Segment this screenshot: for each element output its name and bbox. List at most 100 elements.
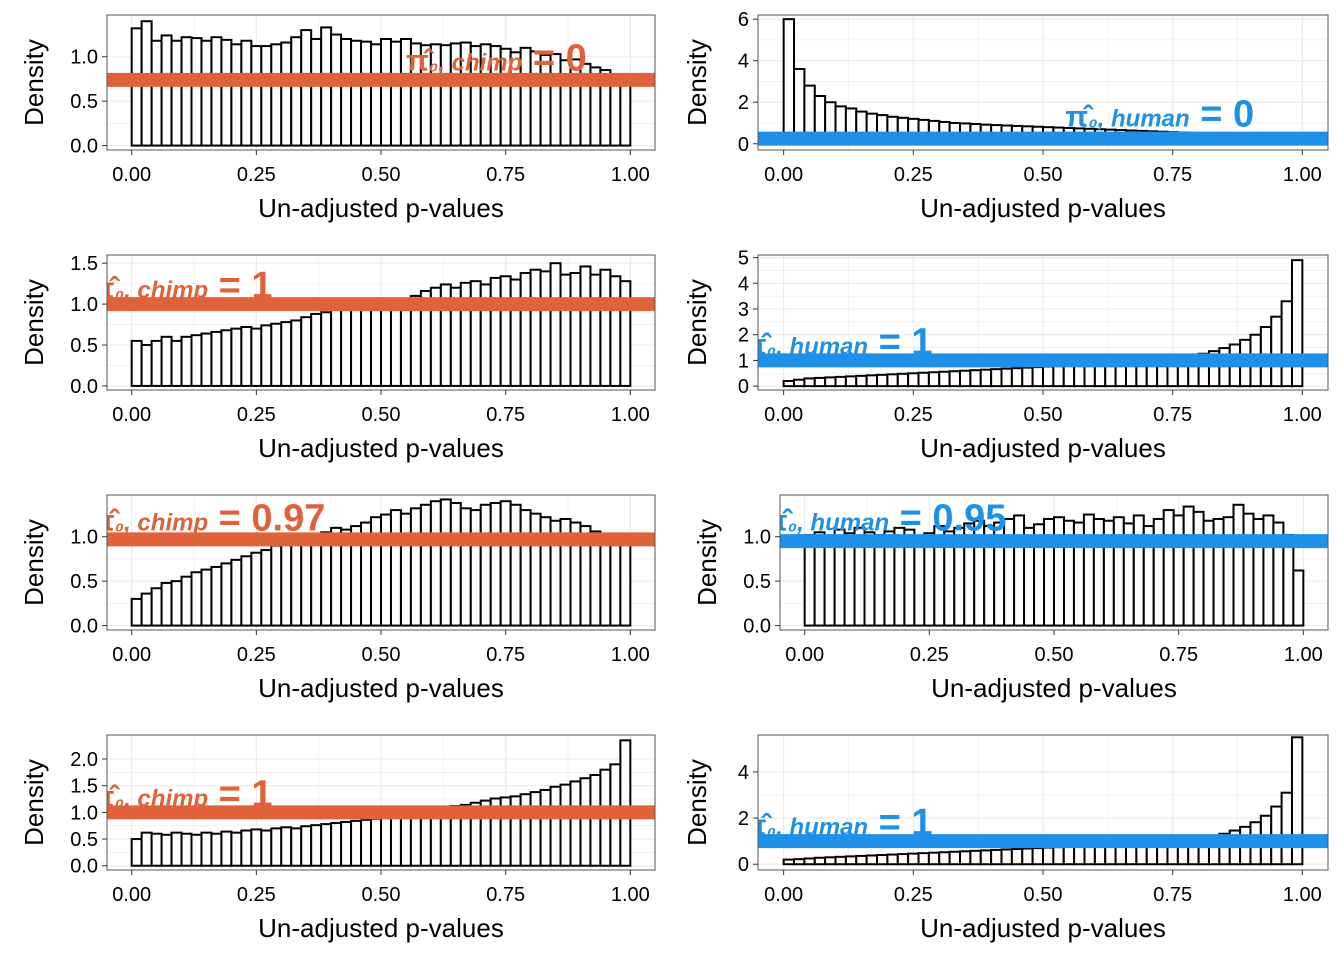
y-tick-label: 1.5 [70,776,98,798]
histogram-bar [599,268,612,387]
histogram-bar [803,377,816,388]
histogram-bar [1021,366,1034,388]
histogram-bar [419,503,432,627]
histogram-bar [539,270,552,387]
histogram-bar [270,322,283,387]
histogram-bar [270,43,283,147]
histogram-bar [844,855,858,866]
x-tick-label: 1.00 [1283,164,1322,186]
histogram-bar [250,828,263,867]
y-tick-label: 4 [738,762,749,784]
y-axis-title: Density [19,39,49,126]
y-axis-title: Density [19,759,49,846]
histogram-bar [1280,300,1293,388]
pi0-subscript: ₀, chimp [115,510,208,537]
histogram-bar [250,551,263,627]
histogram-bar [290,540,303,627]
histogram-bar [1000,367,1013,388]
histogram-bar [1031,847,1044,866]
pi0-value: = 0 [1190,93,1254,135]
histogram-bar [260,324,273,387]
histogram-bar [948,370,962,388]
histogram-bar [380,298,392,387]
y-tick-label: 3 [738,299,749,321]
histogram-bar [1172,514,1185,627]
histogram-bar [559,783,572,867]
histogram-bar [1031,366,1044,388]
x-tick-label: 0.25 [237,164,276,186]
histogram-bar [180,575,193,627]
histogram-bar [990,848,1003,866]
x-tick-label: 0.00 [785,644,824,666]
histogram-bar [907,372,920,388]
x-axis-title: Un-adjusted p-values [258,913,504,943]
histogram-bar [170,580,183,627]
x-tick-label: 1.00 [611,404,650,426]
histogram-bar [579,777,592,867]
histogram-bar [240,829,253,867]
x-tick-label: 0.75 [486,404,525,426]
histogram-bar [340,306,353,387]
x-tick-label: 1.00 [611,884,650,906]
x-tick-label: 0.50 [1024,404,1063,426]
histogram-bar [855,854,868,866]
histogram-bar [160,34,173,147]
x-tick-label: 0.75 [486,644,525,666]
x-tick-label: 0.00 [764,164,803,186]
histogram-bar [813,856,827,866]
histogram-bar [310,312,323,387]
histogram-bar [320,311,333,387]
histogram-bar [340,820,353,867]
pi0-annotation: π̂₀, chimp = 0.97 [92,498,326,540]
x-tick-label: 0.75 [486,164,525,186]
histogram-bar [1021,847,1034,866]
histogram-bar [200,568,213,627]
pi0-subscript: ₀, chimp [115,277,208,304]
y-tick-label: 0.0 [743,616,771,638]
x-axis-title: Un-adjusted p-values [258,673,504,703]
pi0-annotation: π̂₀, human = 0.95 [765,498,1007,540]
histogram-bar [380,513,392,627]
y-tick-label: 4 [738,51,749,73]
histogram-bar [409,812,422,867]
histogram-bar [190,571,203,627]
x-tick-label: 0.50 [362,164,401,186]
histogram-bar [1290,736,1304,866]
histogram-bar [1192,510,1205,627]
histogram-bar [280,542,293,627]
histogram-bar [834,375,847,388]
y-axis-title: Density [692,519,722,606]
histogram-bar [1083,363,1096,388]
histogram-bar [399,512,412,627]
histogram-bar [1242,512,1255,627]
histogram-bar [886,853,899,866]
histogram-bar [130,339,143,387]
x-axis-title: Un-adjusted p-values [258,433,504,463]
x-tick-label: 0.75 [1153,404,1192,426]
histogram-bar [190,37,203,147]
x-tick-label: 0.75 [1153,884,1192,906]
histogram-bar [1132,514,1145,627]
histogram-bar [1270,315,1283,388]
pi0-subscript: ₀, human [767,333,868,360]
histogram-bar [959,850,972,866]
histogram-bar [260,45,273,147]
histogram-bar [1073,364,1086,388]
histogram-bar [150,832,163,867]
pi0-overlay: π̂₀, human = 1 [758,802,1328,849]
panel-7: π̂₀, chimp = 1 0.00 0.25 0.50 0.75 1.00 0.0 0.5… [19,734,656,943]
histogram-bar [619,280,632,387]
histogram-bar [260,549,273,627]
y-tick-label: 0 [738,376,749,398]
histogram-bar [150,39,163,147]
histogram-bar [160,833,173,867]
histogram-bar [579,265,592,387]
pi0-value: = 0.97 [208,498,325,540]
y-tick-label: 1.0 [70,294,98,316]
histogram-bar [160,335,173,387]
histogram-bar [529,268,542,387]
x-tick-label: 0.25 [237,884,276,906]
histogram-bar [330,308,343,387]
histogram-bar [429,500,442,627]
x-tick-label: 0.00 [112,164,151,186]
